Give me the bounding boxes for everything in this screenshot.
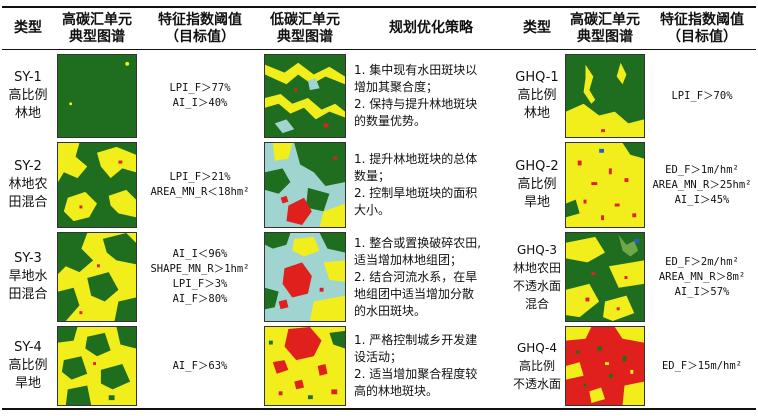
row-1-ghq-map [565,54,645,138]
row-4-low-carbon-map [264,326,346,406]
row-3-type-2: GHQ-3 林地农田 不透水面 混合 [512,243,561,311]
table-bottom-rule [2,408,756,410]
row-3-ghq-map [565,232,645,322]
row-3-index-2: ED_F＞2m/hm² AREA_MN_R＞8m² AI_I＞57% [658,255,746,298]
header-index-2: 特征指数阈值 （目标值） [660,11,744,45]
row-1-index-2: LPI_F＞70% [671,89,733,102]
row-4-type: SY-4 高比例 旱地 [8,340,48,391]
row-4-type-2: GHQ-4 高比例 不透水面 [512,341,561,391]
row-2-type: SY-2 林地农 田混合 [8,159,48,210]
row-2-index: LPI_F＞21% AREA_MN_R＜18hm² [150,171,250,198]
header-rule [2,49,756,50]
row-2-low-carbon-map [264,142,346,228]
header-high-map: 高碳汇单元 典型图谱 [62,11,132,45]
row-1-index: LPI_F＞77% AI_I＞40% [169,82,231,109]
row-3-type: SY-3 旱地水 田混合 [8,251,48,302]
landscape-pattern-table: 类型 高碳汇单元 典型图谱 特征指数阈值 （目标值） 低碳汇单元 典型图谱 规划… [2,6,756,410]
row-4-high-carbon-map [57,326,137,406]
row-3-low-carbon-map [264,232,346,322]
row-4-index-2: ED_F＞15m/hm² [661,359,743,372]
row-2-type-2: GHQ-2 高比例 旱地 [515,159,559,210]
row-4-ghq-map [565,326,645,406]
header-type-2: 类型 [523,20,551,36]
row-1-type: SY-1 高比例 林地 [8,70,48,121]
header-strategy: 规划优化策略 [389,20,473,36]
row-3-high-carbon-map [57,232,137,322]
row-4-index: AI_F＞63% [172,359,228,372]
row-3-strategy: 1. 整合或置换破碎农田, 适当增加林地组团； 2. 结合河流水系，在旱 地组团… [354,235,482,318]
row-2-ghq-map [565,142,645,228]
header-index: 特征指数阈值 （目标值） [158,11,242,45]
row-2-index-2: ED_F＞1m/hm² AREA_MN_R＞25hm² AI_I＞45% [652,163,752,206]
row-2-strategy: 1. 提升林地斑块的总体 数量； 2. 控制旱地斑块的面积 大小。 [354,152,478,217]
row-4-strategy: 1. 严格控制城乡开发建 设活动； 2. 适当增加聚合程度较 高的林地斑块。 [354,333,478,398]
header-type: 类型 [14,20,42,36]
header-high-map-2: 高碳汇单元 典型图谱 [570,11,640,45]
row-1-low-carbon-map [264,54,346,138]
header-low-map: 低碳汇单元 典型图谱 [270,11,340,45]
row-1-strategy: 1. 集中现有水田斑块以 增加其聚合度； 2. 保持与提升林地斑块 的数量优势。 [354,63,478,128]
row-3-index: AI_I＜96% SHAPE_MN_R＞1hm² LPI_F＞3% AI_F＞8… [150,248,250,305]
table-top-rule [2,6,756,8]
row-2-high-carbon-map [57,142,137,228]
row-1-type-2: GHQ-1 高比例 林地 [515,70,559,121]
row-1-high-carbon-map [57,54,137,138]
